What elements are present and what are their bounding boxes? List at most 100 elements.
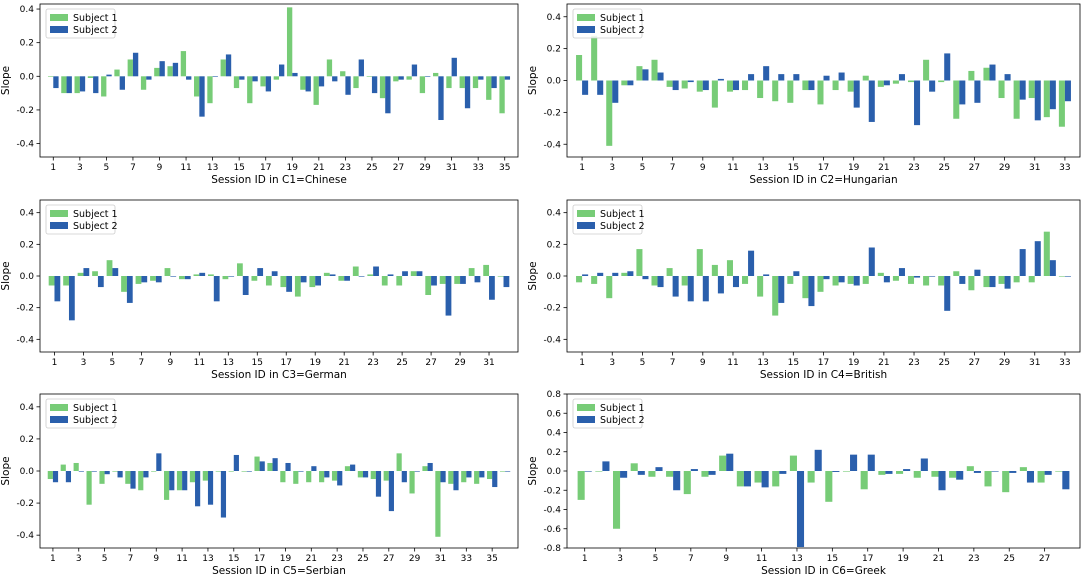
bar-subject-1-10 (711, 80, 718, 108)
bar-subject-2-17 (823, 75, 830, 81)
y-tick-label: 0.2 (20, 435, 34, 445)
bar-subject-1-9 (164, 268, 171, 276)
y-tick-label: -0.2 (543, 304, 561, 314)
x-tick-label: 13 (202, 554, 213, 564)
bar-subject-1-30 (1013, 276, 1020, 283)
bar-subject-1-18 (267, 462, 273, 471)
x-tick-label: 13 (757, 358, 768, 368)
bar-subject-2-1 (584, 471, 592, 472)
bar-subject-1-7 (666, 80, 673, 87)
chart-panel-4: -0.4-0.20.00.20.41 3 5 7 9 11 13 15 17 19 21 23 25 27… (527, 199, 1081, 381)
x-tick-label: 13 (757, 163, 768, 173)
bar-subject-2-1 (582, 274, 589, 276)
bar-subject-2-32 (503, 276, 510, 288)
bar-subject-2-1 (53, 76, 59, 89)
bar-subject-1-5 (99, 471, 105, 484)
bar-subject-2-3 (79, 76, 86, 92)
bar-subject-1-12 (772, 471, 780, 487)
x-tick-label: 11 (176, 554, 187, 564)
bar-subject-1-32 (497, 276, 504, 277)
x-tick-label: 7 (670, 358, 676, 368)
bar-subject-1-23 (966, 466, 974, 471)
bar-subject-1-20 (862, 276, 869, 284)
bar-subject-1-25 (938, 80, 945, 83)
y-axis-label: Slope (527, 66, 539, 95)
legend-swatch-subject-2 (50, 222, 68, 229)
y-tick-label: 0.4 (20, 403, 35, 413)
bar-subject-2-18 (838, 72, 845, 81)
bar-subject-2-34 (479, 471, 485, 478)
bar-subject-1-25 (357, 471, 363, 478)
legend-label-subject-2: Subject 2 (73, 25, 118, 36)
bar-subject-2-22 (332, 76, 338, 82)
x-tick-label: 33 (461, 554, 472, 564)
bar-subject-2-22 (898, 74, 905, 81)
y-tick-label: -0.2 (16, 106, 34, 116)
bar-subject-1-15 (787, 276, 794, 284)
bar-subject-2-18 (300, 276, 307, 283)
bar-subject-1-1 (47, 471, 53, 480)
bar-subject-2-10 (743, 471, 751, 487)
x-tick-label: 21 (338, 358, 349, 368)
bar-subject-2-22 (898, 268, 905, 276)
bar-subject-1-28 (439, 276, 446, 284)
bar-subject-1-14 (772, 80, 779, 102)
bar-subject-2-25 (402, 271, 408, 276)
bar-subject-2-24 (387, 274, 394, 276)
bar-subject-2-29 (1004, 74, 1011, 81)
x-tick-label: 1 (582, 554, 588, 564)
bar-subject-1-8 (681, 80, 688, 89)
bar-subject-2-28 (989, 64, 996, 81)
y-axis-label: Slope (527, 261, 539, 290)
legend-swatch-subject-1 (50, 210, 68, 217)
legend-swatch-subject-2 (50, 26, 68, 33)
bar-subject-2-30 (427, 462, 433, 471)
bar-subject-1-22 (352, 266, 359, 276)
y-tick-label: 0.4 (547, 13, 562, 23)
x-tick-label: 29 (999, 358, 1011, 368)
bar-subject-1-31 (483, 264, 490, 276)
bar-subject-2-5 (642, 276, 649, 280)
bar-subject-2-35 (492, 471, 498, 488)
bar-subject-1-4 (92, 271, 98, 276)
bar-subject-1-22 (949, 471, 957, 478)
y-axis-label: Slope (0, 261, 12, 290)
x-tick-label: 29 (454, 358, 466, 368)
bar-subject-2-7 (672, 276, 679, 297)
bar-subject-1-18 (273, 76, 279, 80)
x-axis-label: Session ID in C1=Chinese (211, 174, 347, 186)
bar-subject-2-12 (748, 74, 755, 81)
bar-subject-1-20 (323, 272, 330, 276)
bar-subject-2-12 (213, 276, 220, 302)
axes-frame (39, 3, 519, 158)
bar-subject-1-7 (683, 471, 691, 495)
bar-subject-2-28 (401, 471, 407, 483)
bar-subject-2-11 (732, 80, 740, 91)
x-tick-label: 15 (252, 358, 263, 368)
bar-subject-2-5 (112, 268, 119, 276)
x-axis-label: Session ID in C2=Hungarian (749, 174, 897, 186)
y-tick-label: -0.4 (543, 140, 561, 150)
bar-subject-1-22 (326, 59, 333, 77)
x-tick-label: 17 (260, 163, 271, 173)
bar-subject-1-33 (1058, 80, 1065, 127)
x-tick-label: 23 (331, 554, 342, 564)
bar-subject-2-2 (68, 276, 75, 321)
bar-subject-2-6 (126, 276, 133, 303)
bar-subject-1-34 (474, 471, 480, 484)
bar-subject-1-33 (461, 471, 467, 483)
bar-subject-1-15 (787, 80, 794, 103)
bar-subject-1-3 (77, 272, 84, 276)
bar-subject-1-12 (208, 274, 214, 276)
chart-panel-1: -0.4-0.20.00.20.41 3 5 7 9 11 13 15 17 19 21 23 25 27… (0, 3, 519, 186)
chart-panel-6: -0.8-0.6-0.4-0.20.00.20.40.60.81 3 5 7 9 11 13… (527, 390, 1081, 577)
bar-subject-2-15 (257, 268, 264, 276)
x-tick-label: 1 (579, 163, 585, 173)
bar-subject-1-19 (847, 276, 854, 284)
bar-subject-2-7 (132, 52, 139, 77)
bar-subject-2-7 (690, 469, 698, 471)
x-tick-label: 17 (254, 554, 265, 564)
legend-swatch-subject-2 (50, 416, 68, 423)
